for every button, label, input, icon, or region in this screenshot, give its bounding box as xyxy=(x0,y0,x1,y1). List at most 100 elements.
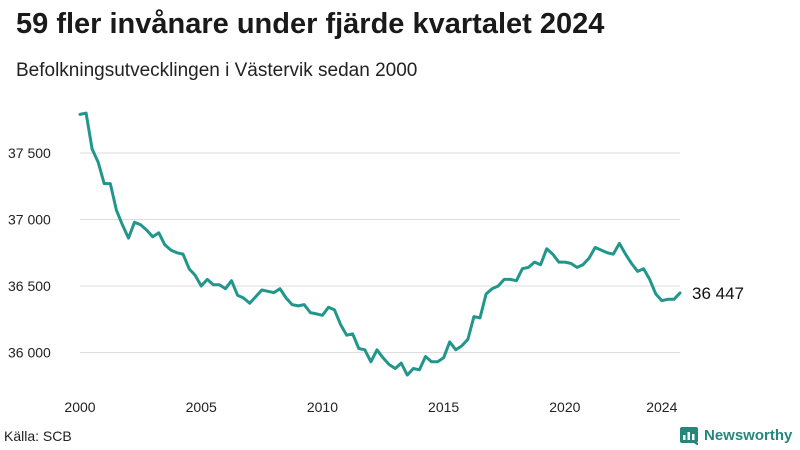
data-point xyxy=(279,287,282,290)
data-point xyxy=(442,356,445,359)
data-point xyxy=(667,298,670,301)
bar-chart-logo-icon xyxy=(680,427,698,445)
end-value-label: 36 447 xyxy=(692,284,744,303)
y-tick-label: 37 500 xyxy=(8,145,51,161)
data-point xyxy=(394,367,397,370)
data-point xyxy=(230,279,233,282)
y-tick-label: 36 000 xyxy=(8,345,51,361)
data-point xyxy=(582,263,585,266)
data-point xyxy=(612,253,615,256)
data-point xyxy=(351,333,354,336)
y-tick-label: 36 500 xyxy=(8,278,51,294)
data-point xyxy=(157,231,160,234)
data-point xyxy=(212,283,215,286)
data-point xyxy=(660,299,663,302)
y-tick-label: 37 000 xyxy=(8,212,51,228)
data-point xyxy=(327,306,330,309)
data-point xyxy=(303,303,306,306)
brand-logo[interactable]: Newsworthy xyxy=(680,425,792,445)
data-point xyxy=(594,246,597,249)
source-note: Källa: SCB xyxy=(4,428,72,444)
data-point xyxy=(315,313,318,316)
data-point xyxy=(127,237,130,240)
data-point xyxy=(400,362,403,365)
data-point xyxy=(121,223,124,226)
data-point xyxy=(236,294,239,297)
chart-title: 59 fler invånare under fjärde kvartalet … xyxy=(16,8,605,40)
data-point xyxy=(491,287,494,290)
data-point xyxy=(309,311,312,314)
data-point xyxy=(115,209,118,212)
data-point xyxy=(333,309,336,312)
data-point xyxy=(503,278,506,281)
data-point xyxy=(515,279,518,282)
data-point xyxy=(345,334,348,337)
data-point xyxy=(606,251,609,254)
data-point xyxy=(206,278,209,281)
data-point xyxy=(254,295,257,298)
data-point xyxy=(588,257,591,260)
data-point xyxy=(79,113,82,116)
data-point xyxy=(448,341,451,344)
data-point xyxy=(273,291,276,294)
data-point xyxy=(563,261,566,264)
data-point xyxy=(297,305,300,308)
data-point xyxy=(618,242,621,245)
data-point xyxy=(139,223,142,226)
data-point xyxy=(176,251,179,254)
data-point xyxy=(460,345,463,348)
data-point xyxy=(382,356,385,359)
data-point xyxy=(200,285,203,288)
data-point xyxy=(194,274,197,277)
data-point xyxy=(521,267,524,270)
data-point xyxy=(497,285,500,288)
data-point xyxy=(539,263,542,266)
data-point xyxy=(376,348,379,351)
data-point xyxy=(85,112,88,115)
data-point xyxy=(357,347,360,350)
data-point xyxy=(679,292,682,295)
data-point xyxy=(418,368,421,371)
data-point xyxy=(648,278,651,281)
data-point xyxy=(509,278,512,281)
data-point xyxy=(485,293,488,296)
data-point xyxy=(551,253,554,256)
data-point xyxy=(248,302,251,305)
data-point xyxy=(267,290,270,293)
data-point xyxy=(363,348,366,351)
data-point xyxy=(291,303,294,306)
series-line xyxy=(78,111,682,377)
data-point xyxy=(673,298,676,301)
data-point xyxy=(182,253,185,256)
data-point xyxy=(109,182,112,185)
data-point xyxy=(436,360,439,363)
data-point xyxy=(133,221,136,224)
data-point xyxy=(339,323,342,326)
x-tick-label: 2020 xyxy=(549,399,580,415)
data-point xyxy=(454,348,457,351)
data-point xyxy=(412,367,415,370)
data-point xyxy=(533,261,536,264)
data-point xyxy=(321,314,324,317)
data-point xyxy=(642,267,645,270)
x-tick-label: 2024 xyxy=(646,399,677,415)
data-point xyxy=(388,363,391,366)
data-point xyxy=(242,297,245,300)
data-point xyxy=(406,374,409,377)
data-point xyxy=(479,317,482,320)
data-point xyxy=(151,235,154,238)
x-tick-label: 2010 xyxy=(307,399,338,415)
data-point xyxy=(91,148,94,151)
x-tick-label: 2005 xyxy=(186,399,217,415)
data-point xyxy=(424,355,427,358)
data-point xyxy=(188,267,191,270)
data-point xyxy=(430,360,433,363)
data-point xyxy=(570,262,573,265)
data-point xyxy=(600,249,603,252)
data-point xyxy=(260,289,263,292)
data-point xyxy=(527,266,530,269)
data-point xyxy=(557,261,560,264)
data-point xyxy=(545,247,548,250)
data-point xyxy=(103,182,106,185)
